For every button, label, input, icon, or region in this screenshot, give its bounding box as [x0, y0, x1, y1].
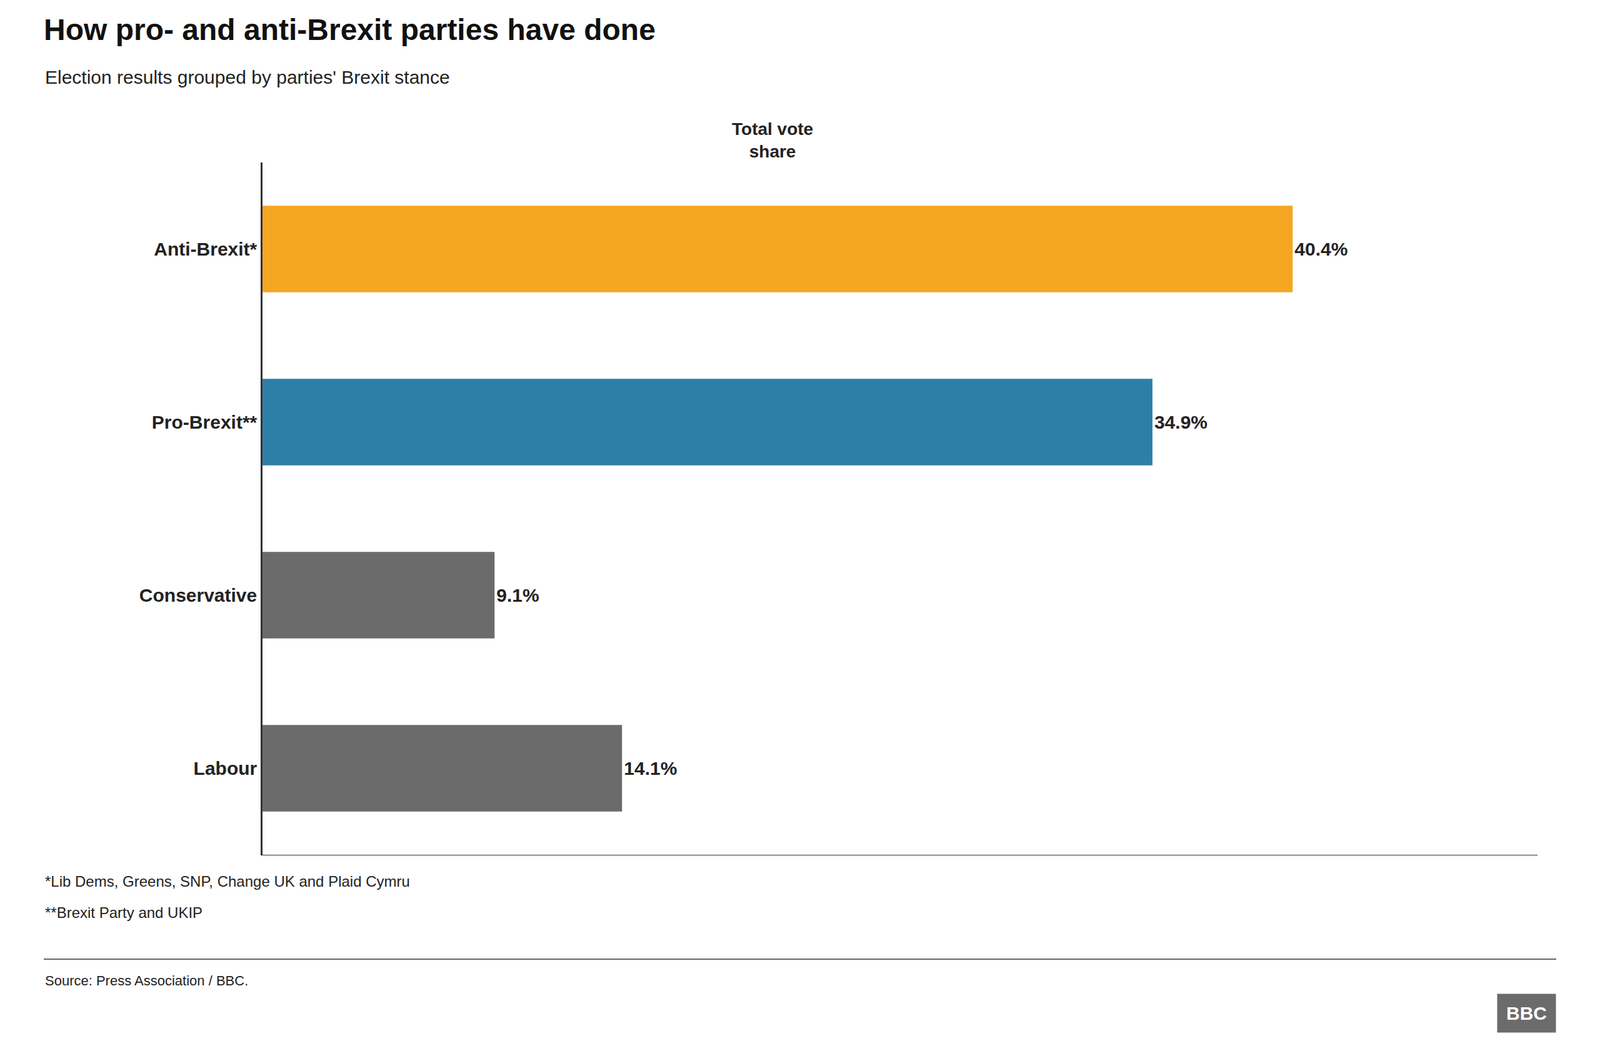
svg-text:14.1%: 14.1%: [623, 758, 677, 779]
svg-text:BBC: BBC: [1506, 1003, 1547, 1024]
svg-text:9.1%: 9.1%: [496, 585, 539, 606]
svg-text:*Lib Dems, Greens, SNP, Change: *Lib Dems, Greens, SNP, Change UK and Pl…: [45, 873, 410, 890]
svg-text:Source: Press Association / BB: Source: Press Association / BBC.: [45, 973, 249, 989]
svg-text:Election results grouped by pa: Election results grouped by parties' Bre…: [45, 66, 450, 88]
svg-text:Conservative: Conservative: [139, 585, 257, 606]
svg-text:**Brexit Party and UKIP: **Brexit Party and UKIP: [45, 904, 203, 922]
svg-text:34.9%: 34.9%: [1154, 411, 1208, 433]
svg-text:How pro- and anti-Brexit parti: How pro- and anti-Brexit parties have do…: [43, 13, 656, 47]
svg-text:Labour: Labour: [193, 758, 258, 779]
svg-text:Anti-Brexit*: Anti-Brexit*: [153, 238, 257, 260]
svg-text:Pro-Brexit**: Pro-Brexit**: [151, 411, 258, 433]
svg-text:40.4%: 40.4%: [1294, 238, 1348, 260]
svg-text:Total voteshare: Total voteshare: [731, 119, 814, 162]
